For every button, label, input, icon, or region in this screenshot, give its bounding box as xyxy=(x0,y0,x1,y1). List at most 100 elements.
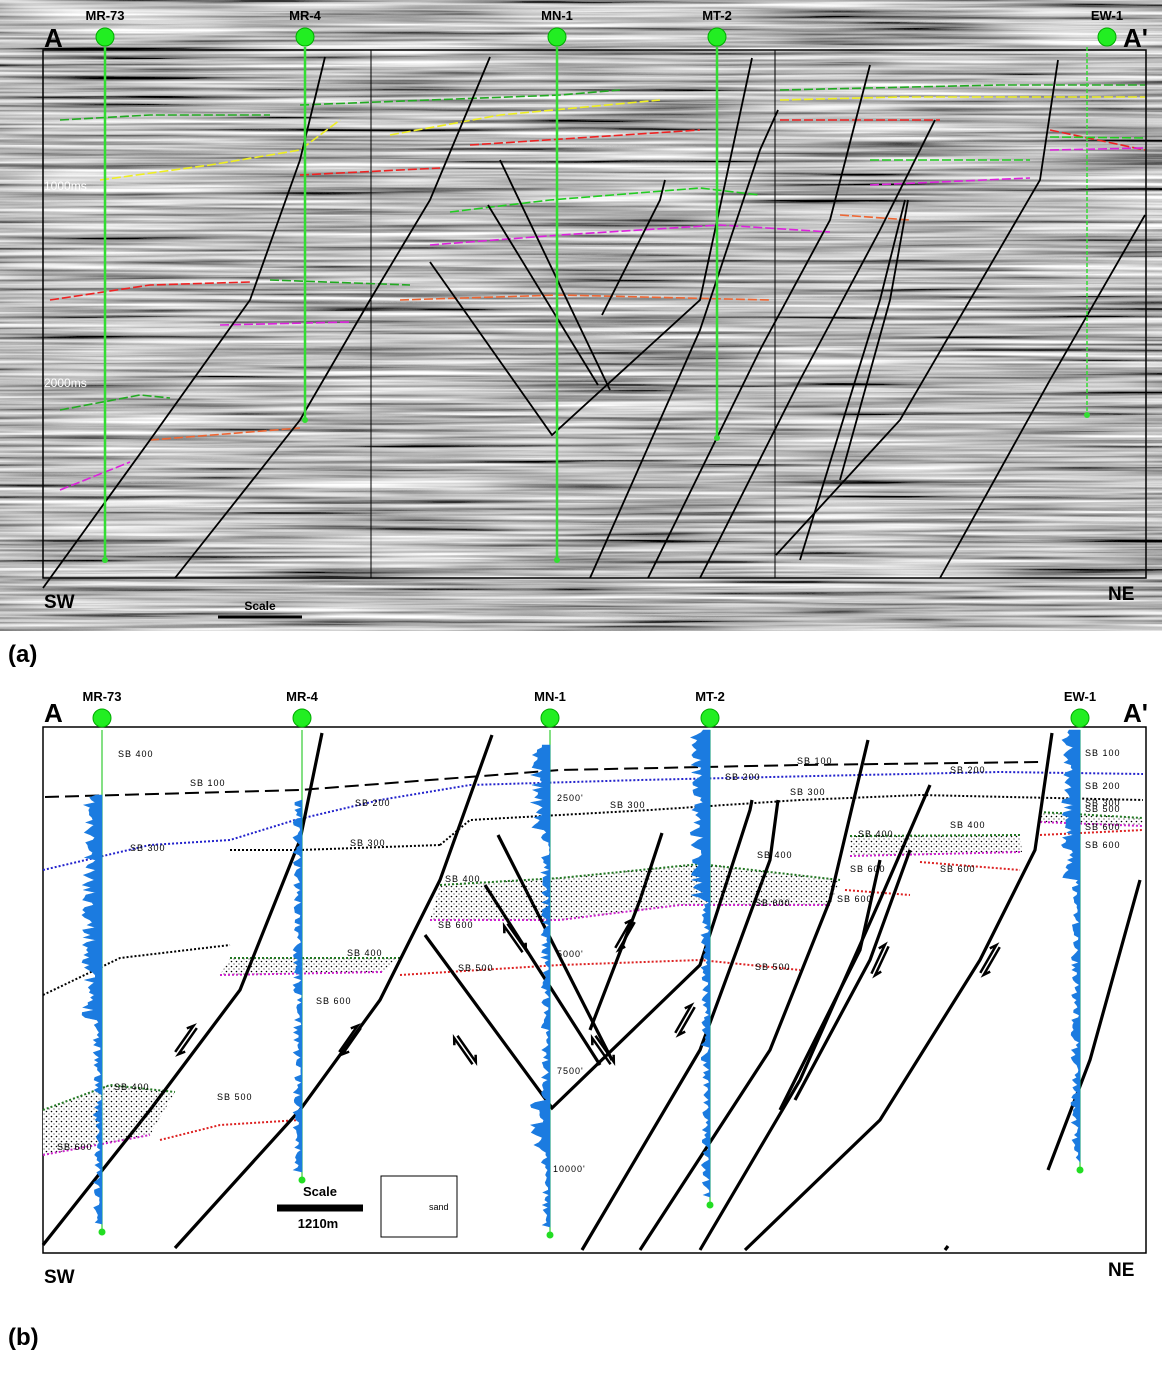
horizon-label: SB 400 xyxy=(114,1082,150,1092)
sand-body xyxy=(43,1085,175,1155)
fault xyxy=(799,199,906,561)
fault xyxy=(699,119,936,579)
fault xyxy=(943,1245,950,1251)
horizon-label: SB 600 xyxy=(1085,822,1121,832)
seismic-image xyxy=(43,50,1146,578)
direction: NE xyxy=(1108,1260,1134,1281)
horizon xyxy=(439,793,1144,846)
fault-arrow xyxy=(870,941,890,979)
horizon xyxy=(49,281,251,301)
direction: SW xyxy=(44,1267,75,1288)
fault-arrow xyxy=(452,1033,478,1067)
fault xyxy=(487,204,599,386)
well-bottom xyxy=(302,417,308,423)
horizon xyxy=(219,321,351,326)
well-symbol xyxy=(540,708,560,728)
well-bottom xyxy=(714,435,720,441)
well-symbol xyxy=(707,27,727,47)
horizon-label: SB 200 xyxy=(1085,781,1121,791)
horizon-label: SB 300 xyxy=(350,838,386,848)
horizon-label: SB 400 xyxy=(858,829,894,839)
horizon-label: SB 100 xyxy=(1085,748,1121,758)
frame xyxy=(42,49,1147,579)
fault xyxy=(429,57,753,437)
horizon-label: SB 400 xyxy=(118,749,154,759)
section-end: A' xyxy=(1123,23,1148,53)
well-name: MN-1 xyxy=(541,8,573,23)
horizon xyxy=(1039,811,1144,819)
gamma-log xyxy=(689,729,711,1198)
fault xyxy=(647,64,871,579)
fault xyxy=(423,799,754,1111)
horizon xyxy=(429,224,831,246)
fault xyxy=(939,214,1146,579)
depth-label: 2500' xyxy=(557,793,584,803)
fault xyxy=(589,109,779,579)
horizon xyxy=(399,958,801,976)
horizon-label: SB 600 xyxy=(57,1142,93,1152)
scale-label: Scale xyxy=(303,1184,337,1199)
gamma-log xyxy=(81,794,103,1225)
fault xyxy=(499,159,611,391)
horizon xyxy=(42,770,1144,871)
fault xyxy=(41,732,324,1246)
horizon xyxy=(1049,147,1146,151)
horizon xyxy=(439,862,841,886)
well-symbol xyxy=(295,27,315,47)
scale-length: 1210m xyxy=(298,1216,338,1231)
horizon xyxy=(849,834,1021,837)
horizon-label: SB 600 xyxy=(940,864,976,874)
well-bottom xyxy=(546,1231,554,1239)
direction: NE xyxy=(1108,584,1134,605)
well-bottom xyxy=(1084,412,1090,418)
well-name: MR-4 xyxy=(289,8,322,23)
well-symbol xyxy=(292,708,312,728)
horizon-label: SB 500 xyxy=(458,963,494,973)
horizon-label: SB 400 xyxy=(757,850,793,860)
horizon-label: SB 200 xyxy=(725,772,761,782)
horizon xyxy=(269,279,411,286)
caption: (a) xyxy=(8,641,37,668)
horizon-label: SB 400 xyxy=(950,820,986,830)
horizon-label: SB 300 xyxy=(1085,798,1121,808)
fault xyxy=(1046,879,1142,1171)
horizon xyxy=(59,394,171,411)
fault-arrow xyxy=(674,1002,696,1038)
horizon xyxy=(99,119,341,181)
horizon-label: SB 600 xyxy=(837,894,873,904)
well-symbol xyxy=(95,27,115,47)
horizon xyxy=(844,889,911,896)
gamma-log xyxy=(529,744,551,1228)
well-symbol xyxy=(700,708,720,728)
depth-label: 5000' xyxy=(557,949,584,959)
direction: SW xyxy=(44,592,75,613)
well-symbol xyxy=(1097,27,1117,47)
horizon xyxy=(299,89,621,106)
well-symbol xyxy=(1070,708,1090,728)
horizon-label: SB 600 xyxy=(1085,840,1121,850)
sand-body xyxy=(220,958,400,975)
horizon xyxy=(1039,829,1144,836)
horizon-label: SB 400 xyxy=(347,948,383,958)
well-name: MR-73 xyxy=(85,8,124,23)
horizon xyxy=(42,944,231,996)
fault-arrow xyxy=(614,917,636,953)
fault xyxy=(42,56,326,589)
horizon-label: SB 300 xyxy=(130,843,166,853)
fault-arrow xyxy=(174,1023,198,1057)
time-label: 1000ms xyxy=(44,179,87,193)
horizon-label: SB 100 xyxy=(190,778,226,788)
horizon xyxy=(44,761,1041,798)
well-name: MR-73 xyxy=(82,689,121,704)
frame xyxy=(42,726,1147,1254)
horizon xyxy=(299,167,441,176)
horizon-label: SB 300 xyxy=(790,787,826,797)
depth-label: 10000' xyxy=(553,1164,586,1174)
fault xyxy=(483,884,602,1066)
well-name: MR-4 xyxy=(286,689,319,704)
legend-label: sand xyxy=(429,1202,449,1212)
section-end: A xyxy=(44,698,63,728)
fault xyxy=(601,179,666,316)
fault-arrow xyxy=(590,1033,616,1067)
